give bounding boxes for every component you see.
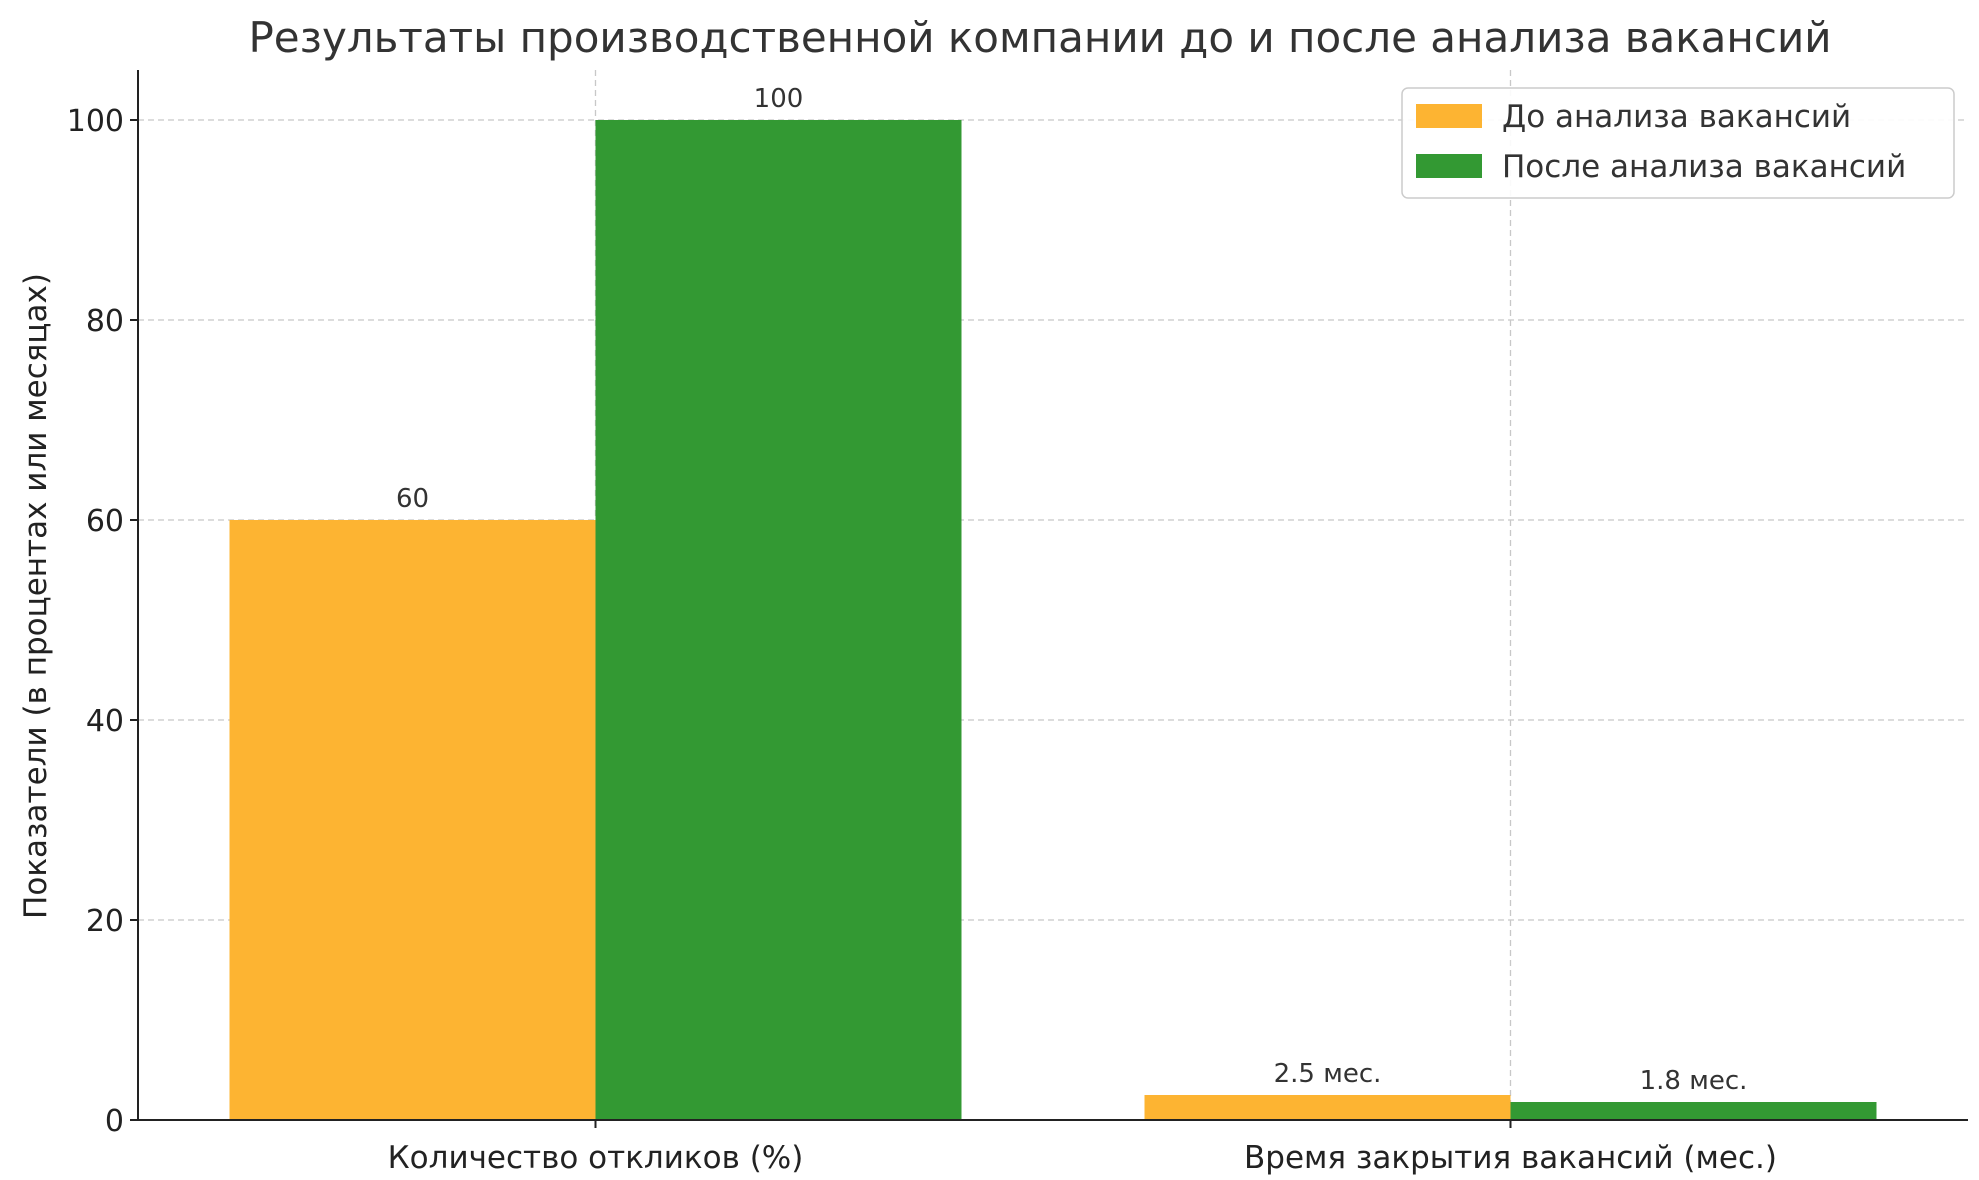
x-tick-label: Время закрытия вакансий (мес.) [1244,1140,1777,1176]
bar [229,520,596,1120]
bars [229,120,1877,1120]
bar [1510,1102,1877,1120]
y-tick-label: 100 [67,104,124,139]
legend-label: До анализа вакансий [1502,99,1851,135]
bar-value-label: 2.5 мес. [1274,1059,1382,1089]
legend-swatch [1416,104,1482,128]
legend: До анализа вакансий После анализа ваканси… [1401,87,1955,199]
legend-box [1401,87,1955,199]
y-tick-label: 20 [86,904,124,939]
bar-value-label: 60 [396,484,429,514]
bar-value-label: 100 [754,84,804,114]
y-tick-label: 60 [86,504,124,539]
x-tick-label: Количество откликов (%) [388,1140,804,1176]
y-axis-label: Показатели (в процентах или месяцах) [18,273,54,919]
axes: 0 20 40 60 80 100 Количество откликов (%) Время… [67,70,1968,1176]
bar [595,120,962,1120]
bar [1144,1095,1511,1120]
y-tick-label: 40 [86,704,124,739]
data-labels: 60 2.5 мес. 100 1.8 мес. [396,84,1747,1096]
y-tick-label: 0 [105,1104,124,1139]
chart-title: Результаты производственной компании до … [248,13,1831,62]
legend-swatch [1416,154,1482,178]
y-tick-label: 80 [86,304,124,339]
legend-label: После анализа вакансий [1502,149,1906,185]
bar-value-label: 1.8 мес. [1640,1066,1748,1096]
